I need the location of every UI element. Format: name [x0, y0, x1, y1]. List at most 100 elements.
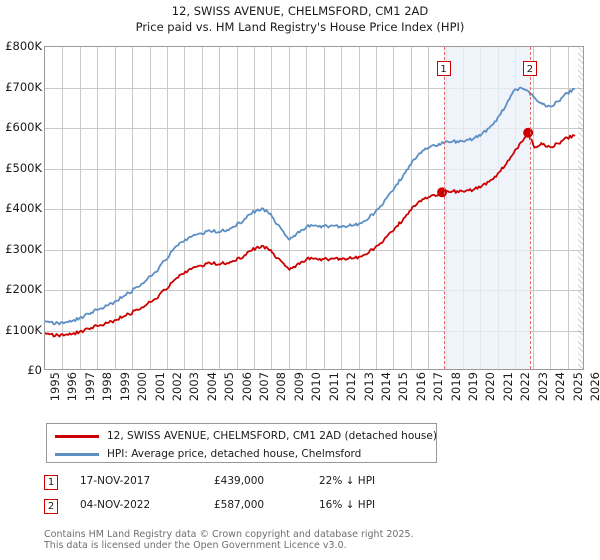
y-axis-tick-label: £500K	[5, 160, 42, 175]
x-axis-tick-label: 1996	[65, 372, 80, 402]
x-axis-tick-label: 1997	[82, 372, 97, 402]
line-swatch-icon	[55, 453, 99, 456]
legend-item-label: 12, SWISS AVENUE, CHELMSFORD, CM1 2AD (d…	[107, 430, 437, 442]
gridline-vertical	[114, 47, 116, 369]
event-marker-badge[interactable]: 1	[436, 61, 451, 76]
gridline-vertical	[323, 47, 325, 369]
series-layer	[45, 86, 576, 338]
x-axis-tick-label: 2020	[483, 372, 498, 402]
title-line-secondary: Price paid vs. HM Land Registry's House …	[135, 20, 465, 34]
x-axis-tick-label: 2004	[204, 372, 219, 402]
event-vertical-line	[529, 47, 531, 369]
legend-item-label: HPI: Average price, detached house, Chel…	[107, 448, 362, 460]
transaction-date: 04-NOV-2022	[80, 499, 151, 511]
sale-point-marker[interactable]	[437, 187, 448, 198]
gridline-vertical	[288, 47, 290, 369]
chart-legend: 12, SWISS AVENUE, CHELMSFORD, CM1 2AD (d…	[46, 423, 437, 463]
transaction-price: £587,000	[214, 499, 265, 511]
attribution-footer: Contains HM Land Registry data © Crown c…	[44, 529, 584, 551]
sale-point-marker[interactable]	[523, 127, 534, 138]
footer-line-2: This data is licensed under the Open Gov…	[44, 540, 347, 551]
x-axis-tick-label: 2024	[553, 372, 568, 402]
gridline-horizontal	[45, 249, 583, 251]
gridline-vertical	[428, 47, 430, 369]
gridline-vertical	[219, 47, 221, 369]
legend-item: HPI: Average price, detached house, Chel…	[47, 444, 436, 464]
x-axis-tick-label: 2018	[448, 372, 463, 402]
gridline-horizontal	[45, 128, 583, 129]
x-axis-tick-label: 1998	[100, 372, 115, 402]
x-axis-tick-label: 2015	[396, 372, 411, 402]
gridline-vertical	[166, 47, 168, 369]
x-axis-tick-label: 2021	[500, 372, 515, 402]
x-axis-tick-label: 2022	[518, 372, 533, 402]
transaction-row[interactable]: 2 04-NOV-2022 £587,000 16% ↓ HPI	[44, 496, 464, 520]
x-axis-tick-label: 2009	[291, 372, 306, 402]
x-axis-tick-label: 2008	[274, 372, 289, 402]
x-axis-tick-label: 2006	[239, 372, 254, 402]
gridline-horizontal	[45, 330, 583, 332]
x-axis-tick-label: 2012	[344, 372, 359, 402]
y-axis-tick-label: £800K	[5, 39, 42, 53]
page-title: 12, SWISS AVENUE, CHELMSFORD, CM1 2AD Pr…	[0, 3, 600, 35]
gridline-vertical	[375, 47, 377, 369]
legend-item: 12, SWISS AVENUE, CHELMSFORD, CM1 2AD (d…	[47, 426, 437, 446]
x-axis-tick-label: 2007	[257, 372, 272, 402]
x-axis-tick-label: 2023	[535, 372, 550, 402]
transaction-list: 1 17-NOV-2017 £439,000 22% ↓ HPI 2 04-NOV-202…	[44, 472, 464, 520]
series-line-hpi	[45, 86, 576, 326]
x-axis-tick-label: 2017	[431, 372, 446, 402]
gridline-horizontal	[45, 290, 583, 291]
x-axis-tick-label: 2016	[413, 372, 428, 402]
line-swatch-icon	[55, 435, 99, 438]
event-marker-badge[interactable]: 2	[522, 61, 537, 76]
transaction-hpi-delta: 22% ↓ HPI	[319, 475, 376, 487]
footer-line-1: Contains HM Land Registry data © Crown c…	[44, 529, 414, 540]
gridline-horizontal	[45, 168, 583, 170]
x-axis-tick-label: 1999	[117, 372, 132, 402]
x-axis-tick-label: 2019	[466, 372, 481, 402]
ownership-period-band	[443, 47, 530, 369]
gridline-vertical	[306, 47, 308, 369]
y-axis-tick-label: £200K	[5, 282, 42, 296]
x-axis-tick-label: 2001	[152, 372, 167, 402]
gridline-horizontal	[45, 209, 583, 210]
x-axis-tick-label: 2025	[570, 372, 585, 402]
gridline-vertical	[358, 47, 360, 369]
gridline-vertical	[132, 47, 134, 369]
gridline-vertical	[184, 47, 186, 369]
gridline-vertical	[393, 47, 395, 369]
y-axis-tick-label: £600K	[5, 120, 42, 134]
y-axis: £0 £100K £200K £300K £400K £500K £600K £700K £80…	[0, 40, 42, 376]
x-axis-tick-label: 2002	[169, 372, 184, 402]
gridline-vertical	[62, 47, 64, 369]
series-line-price-paid	[45, 131, 576, 338]
y-axis-tick-label: £0	[27, 363, 42, 377]
gridline-vertical	[254, 47, 256, 369]
y-axis-tick-label: £100K	[5, 322, 42, 337]
y-axis-tick-label: £300K	[5, 241, 42, 256]
x-axis-tick-label: 2003	[187, 372, 202, 402]
x-axis: 1995 1996 1997 1998 1999 2000 2001 2002 2003 2004…	[44, 372, 600, 416]
gridline-vertical	[550, 47, 552, 369]
transaction-marker-badge: 2	[44, 499, 58, 514]
gridline-vertical	[97, 47, 99, 369]
x-axis-tick-label: 2013	[361, 372, 376, 402]
transaction-date: 17-NOV-2017	[80, 475, 151, 487]
x-axis-tick-label: 2000	[135, 372, 150, 402]
y-axis-tick-label: £700K	[5, 79, 42, 94]
x-axis-tick-label: 2011	[326, 372, 341, 402]
gridline-vertical	[271, 47, 273, 369]
gridline-horizontal	[45, 87, 583, 89]
transaction-marker-badge: 1	[44, 475, 58, 490]
transaction-row[interactable]: 1 17-NOV-2017 £439,000 22% ↓ HPI	[44, 472, 464, 496]
x-axis-tick-label: 2005	[222, 372, 237, 402]
projected-data-hatch	[578, 47, 583, 369]
transaction-hpi-delta: 16% ↓ HPI	[319, 499, 376, 511]
gridline-vertical	[532, 47, 534, 369]
gridline-vertical	[236, 47, 238, 369]
gridline-vertical	[201, 47, 203, 369]
title-line-primary: 12, SWISS AVENUE, CHELMSFORD, CM1 2AD	[171, 4, 429, 18]
